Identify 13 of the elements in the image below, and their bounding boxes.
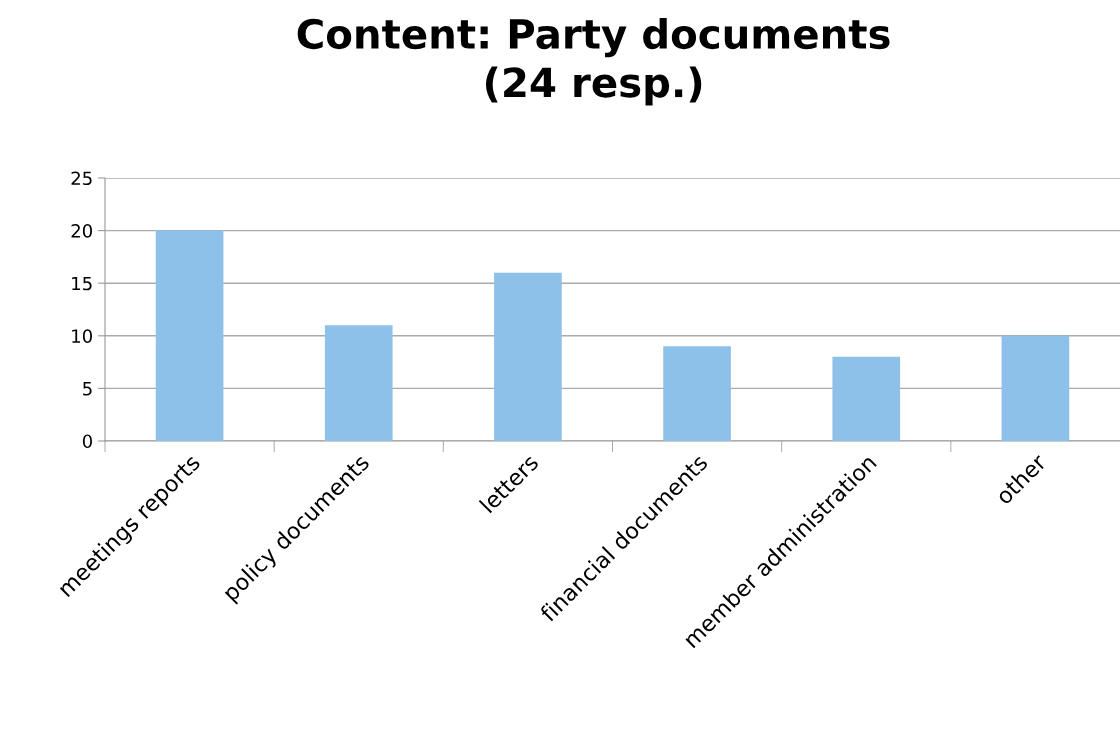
bar	[663, 346, 731, 441]
bar	[1001, 335, 1070, 441]
y-tick-label: 5	[83, 382, 92, 396]
chart-title: Content: Party documents (24 resp.)	[297, 18, 890, 106]
y-tick-label: 0	[82, 434, 92, 449]
y-tick-label: 20	[71, 224, 92, 238]
y-tick-label: 25	[71, 171, 92, 186]
bar	[494, 272, 562, 441]
y-tick-label: 10	[72, 329, 92, 343]
y-tick-label: 15	[72, 276, 92, 291]
bar	[324, 325, 393, 441]
bar	[155, 230, 224, 441]
bar	[832, 356, 901, 441]
